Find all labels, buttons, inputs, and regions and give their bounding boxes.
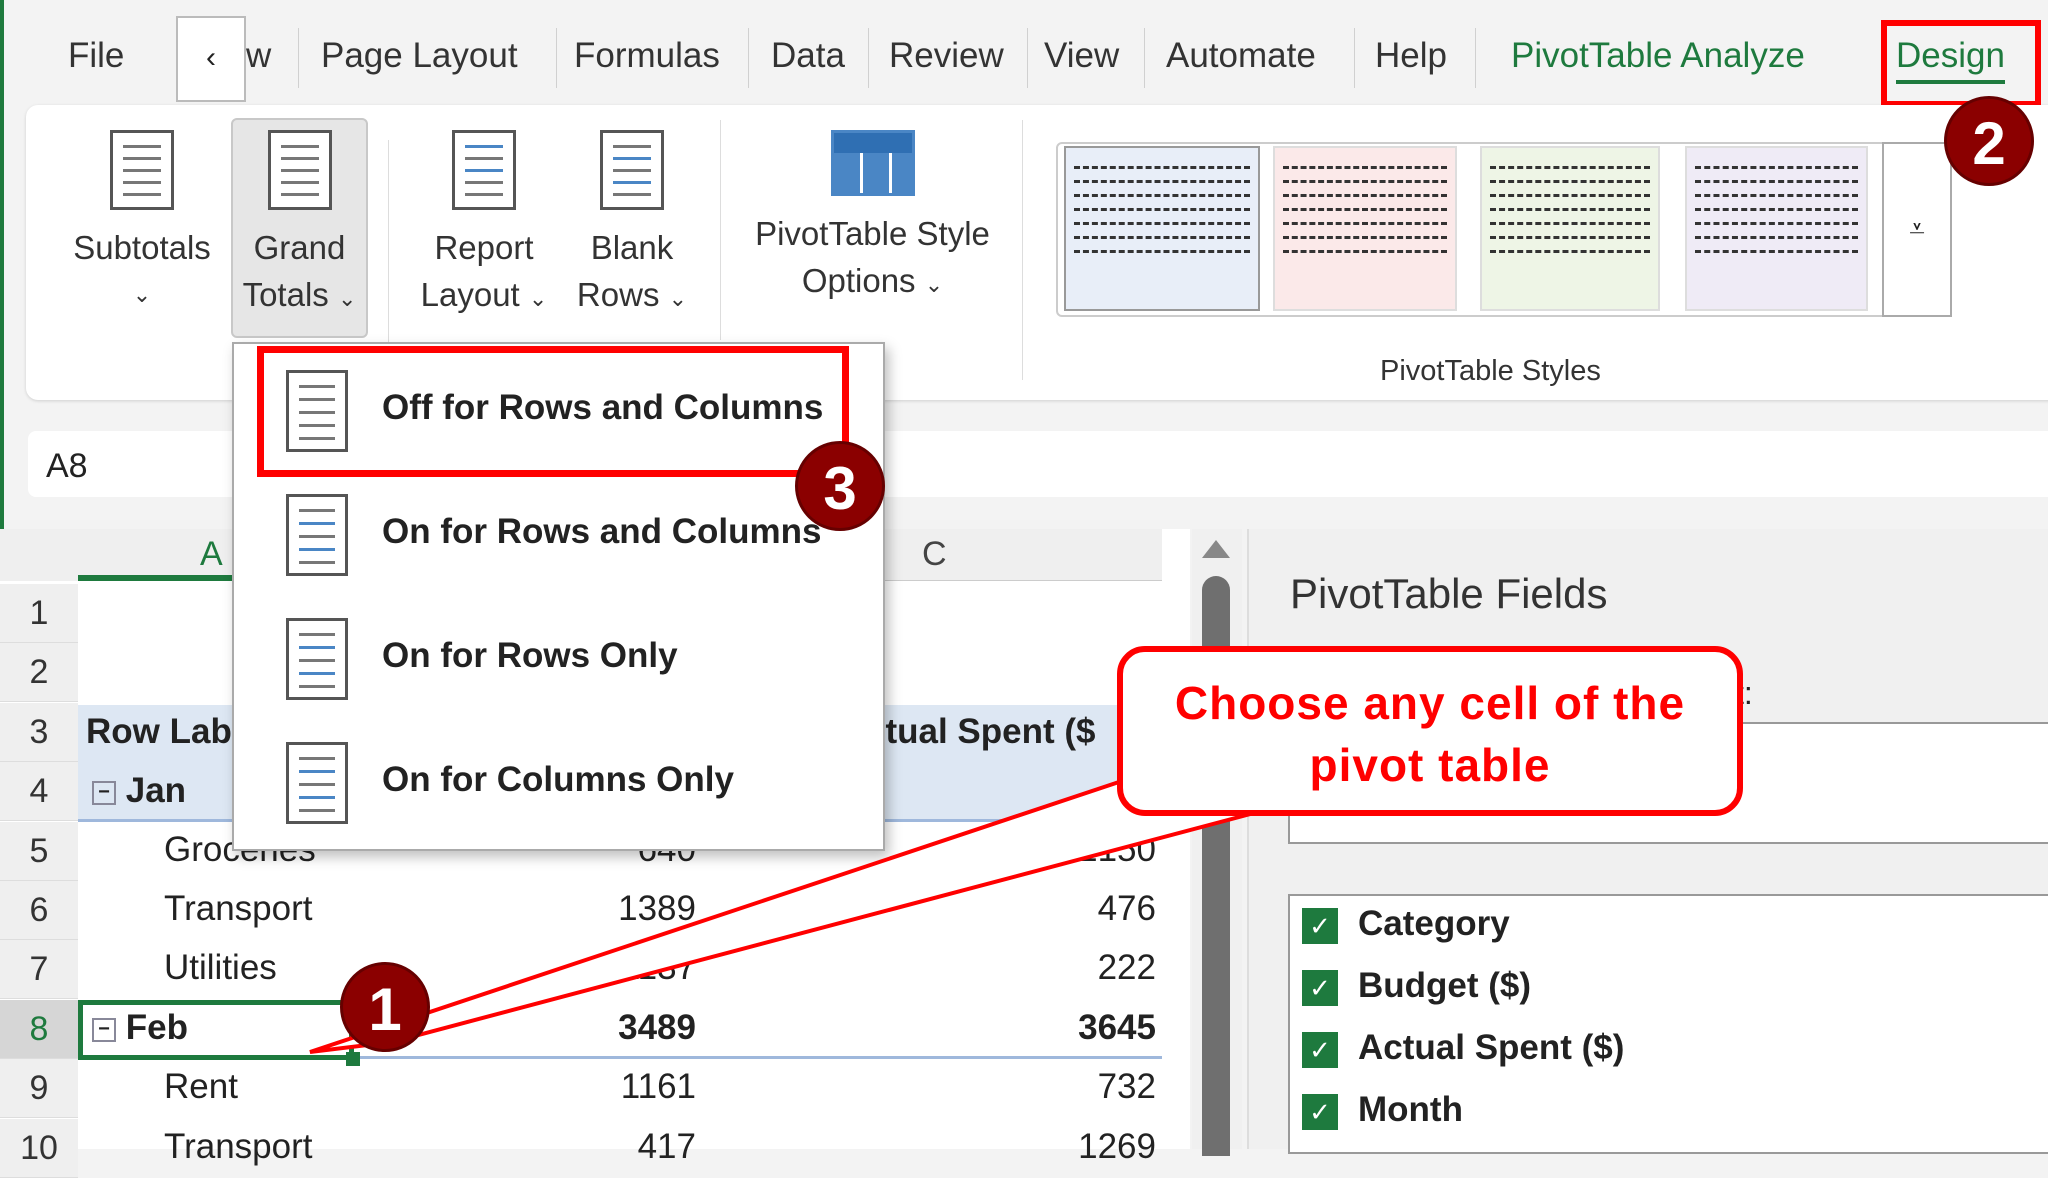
row-header-8[interactable]: 8 — [0, 999, 78, 1059]
style-thumb-purple[interactable] — [1685, 146, 1868, 311]
collapse-icon[interactable]: − — [92, 1017, 116, 1042]
cell-c7[interactable]: 222 — [1097, 948, 1156, 988]
row-header-4[interactable]: 4 — [0, 762, 78, 822]
feb-group: − Feb — [92, 1008, 188, 1048]
row-header-6[interactable]: 6 — [0, 881, 78, 940]
tab-data[interactable]: Data — [771, 36, 845, 75]
menu-item-1[interactable]: On for Rows and Columns — [234, 472, 883, 596]
jan-group: − Jan — [92, 771, 186, 811]
menu-item-0[interactable]: Off for Rows and Columns — [234, 348, 883, 472]
option-highlight-box — [257, 346, 849, 477]
scroll-tabs-left-button[interactable]: ‹ — [176, 16, 246, 102]
column-header-c[interactable]: C — [922, 535, 947, 573]
menu-item-2[interactable]: On for Rows Only — [234, 596, 883, 720]
field-checkbox[interactable]: ✓ — [1302, 970, 1338, 1006]
cell-a6[interactable]: Transport — [164, 889, 313, 928]
tab-automate[interactable]: Automate — [1166, 36, 1316, 75]
grand-totals-menu: Off for Rows and Columns On for Rows and … — [232, 342, 885, 851]
more-arrow-icon: ⩡ — [1909, 213, 1925, 244]
tab-review[interactable]: Review — [889, 36, 1004, 75]
report-layout-icon — [452, 130, 516, 210]
check-icon: ✓ — [1309, 973, 1331, 1003]
subtotals-icon — [110, 130, 174, 210]
fill-handle[interactable] — [346, 1052, 360, 1066]
scroll-up-icon[interactable] — [1202, 540, 1230, 558]
tab-view[interactable]: View — [1044, 36, 1120, 75]
blank-rows-button[interactable]: Blank Rows ⌄ — [562, 130, 702, 322]
cell-b8[interactable]: 3489 — [618, 1007, 696, 1047]
field-checkbox[interactable]: ✓ — [1302, 908, 1338, 944]
field-label[interactable]: Actual Spent ($) — [1358, 1028, 1625, 1067]
menu-item-3[interactable]: On for Columns Only — [234, 720, 883, 844]
pane-title: PivotTable Fields — [1290, 570, 1608, 617]
grand-totals-option-icon — [286, 618, 348, 700]
step-2-badge: 2 — [1944, 96, 2034, 186]
grand-totals-option-icon — [286, 494, 348, 576]
actual-spent-header[interactable]: ctual Spent ($ — [866, 712, 1096, 751]
collapse-icon[interactable]: − — [92, 780, 116, 805]
row-header-9[interactable]: 9 — [0, 1059, 78, 1119]
check-icon: ✓ — [1309, 911, 1331, 941]
pivottable-style-options-button[interactable]: PivotTable Style Options ⌄ — [730, 130, 1015, 308]
style-thumb-red[interactable] — [1273, 146, 1457, 311]
field-label[interactable]: Category — [1358, 904, 1510, 943]
cell-a9[interactable]: Rent — [164, 1067, 238, 1107]
check-icon: ✓ — [1309, 1035, 1331, 1065]
chevron-down-icon: ⌄ — [528, 286, 548, 311]
callout-pointer — [309, 777, 1259, 1054]
grand-totals-option-icon — [286, 370, 348, 452]
row-header-7[interactable]: 7 — [0, 940, 78, 1000]
field-checkbox[interactable]: ✓ — [1302, 1032, 1338, 1068]
tab-file[interactable]: File — [68, 36, 125, 75]
field-list — [1288, 894, 2048, 1154]
cell-c6[interactable]: 476 — [1097, 889, 1156, 928]
gallery-more-button[interactable]: ⩡ — [1882, 142, 1952, 317]
tab-formulas[interactable]: Formulas — [574, 36, 720, 75]
cell-b6[interactable]: 1389 — [618, 889, 696, 928]
row-header-1[interactable]: 1 — [0, 584, 78, 643]
row-labels-header[interactable]: Row Lab — [86, 712, 232, 751]
callout-box: Choose any cell of the pivot table — [1117, 646, 1743, 816]
tab-design[interactable]: Design — [1896, 36, 2005, 84]
callout-text-line2: pivot table — [1309, 739, 1551, 791]
cell-b9[interactable]: 1161 — [620, 1067, 696, 1107]
row-header-2[interactable]: 2 — [0, 643, 78, 703]
chevron-down-icon: ⌄ — [132, 282, 152, 307]
step-1-badge: 1 — [340, 962, 430, 1052]
field-checkbox[interactable]: ✓ — [1302, 1094, 1338, 1130]
field-label[interactable]: Budget ($) — [1358, 966, 1532, 1005]
subtotals-button[interactable]: Subtotals ⌄ — [62, 130, 222, 318]
grand-totals-icon — [267, 130, 332, 210]
tab-page-layout[interactable]: Page Layout — [321, 36, 518, 75]
select-all-corner[interactable] — [0, 529, 78, 581]
step-3-badge: 3 — [795, 441, 885, 531]
check-icon: ✓ — [1309, 1097, 1331, 1127]
blank-rows-icon — [600, 130, 664, 210]
tab-view-partial[interactable]: w — [246, 36, 272, 75]
column-header-a[interactable]: A — [200, 535, 223, 573]
grand-totals-button[interactable]: Grand Totals ⌄ — [231, 118, 368, 338]
table-grid-icon — [830, 130, 915, 196]
row-header-5[interactable]: 5 — [0, 821, 78, 881]
cell-c9[interactable]: 732 — [1097, 1067, 1156, 1107]
chevron-down-icon: ⌄ — [924, 272, 944, 297]
chevron-down-icon: ⌄ — [337, 286, 357, 311]
styles-group-label: PivotTable Styles — [1380, 355, 1601, 387]
callout-text-line1: Choose any cell of the — [1174, 677, 1686, 729]
style-thumb-blue[interactable] — [1064, 146, 1260, 311]
report-layout-button[interactable]: Report Layout ⌄ — [404, 130, 564, 322]
tab-pivottable-analyze[interactable]: PivotTable Analyze — [1511, 36, 1805, 75]
chevron-down-icon: ⌄ — [668, 286, 688, 311]
field-label[interactable]: Month — [1358, 1090, 1463, 1129]
style-thumb-green[interactable] — [1480, 146, 1660, 311]
row-header-3[interactable]: 3 — [0, 702, 78, 762]
cell-c8[interactable]: 3645 — [1078, 1007, 1156, 1047]
grand-totals-option-icon — [286, 742, 348, 824]
tab-help[interactable]: Help — [1375, 36, 1447, 75]
cell-a7[interactable]: Utilities — [164, 948, 277, 988]
